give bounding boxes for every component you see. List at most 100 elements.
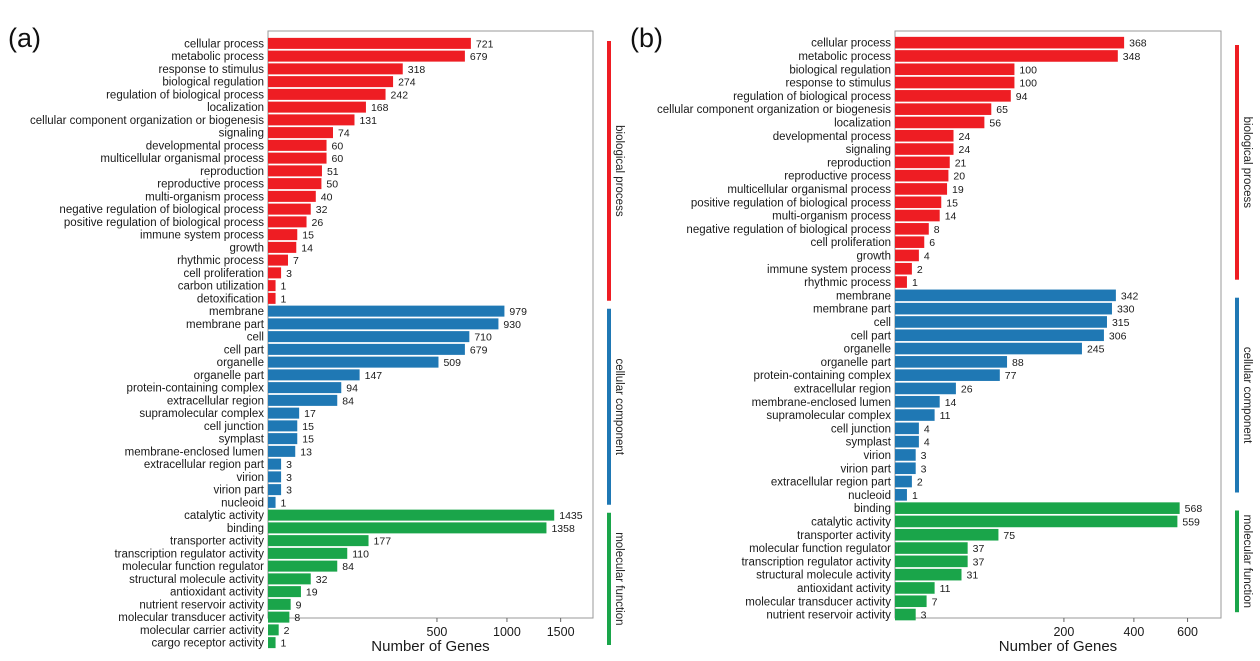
category-label: cellular component organization or bioge… (30, 115, 264, 127)
category-label: reproductive process (157, 179, 264, 191)
bar (895, 156, 950, 169)
x-tick-label: 1500 (547, 625, 575, 639)
category-label: protein-containing complex (127, 383, 265, 395)
bar (268, 139, 327, 151)
value-label: 4 (924, 437, 930, 449)
value-label: 274 (398, 77, 416, 89)
value-label: 88 (1012, 357, 1024, 369)
group-label: biological process (1241, 117, 1253, 209)
value-label: 348 (1123, 51, 1141, 63)
bar (895, 63, 1015, 76)
bar (895, 302, 1112, 315)
value-label: 1358 (551, 523, 575, 535)
bar (268, 165, 322, 177)
value-label: 318 (408, 64, 426, 76)
category-label: metabolic process (798, 51, 891, 63)
x-tick-label: 400 (1123, 625, 1144, 639)
value-label: 21 (955, 157, 967, 169)
panel-label: (a) (8, 23, 41, 53)
value-label: 8 (934, 224, 940, 236)
value-label: 8 (294, 612, 300, 624)
value-label: 1435 (559, 510, 583, 522)
bar (895, 276, 907, 288)
group-label: molecular function (1241, 515, 1253, 608)
bar (895, 542, 968, 554)
group-label: molecular function (613, 532, 625, 625)
bar (268, 241, 297, 253)
value-label: 60 (332, 153, 344, 165)
x-axis-title: Number of Genes (999, 638, 1117, 655)
bar (268, 203, 311, 215)
value-label: 24 (959, 131, 971, 143)
category-label: transporter activity (797, 530, 891, 542)
category-label: organelle (844, 344, 891, 356)
value-label: 110 (352, 548, 369, 560)
x-tick-label: 600 (1177, 625, 1198, 639)
value-label: 559 (1182, 516, 1200, 528)
bar (268, 305, 505, 317)
value-label: 330 (1117, 304, 1135, 316)
category-label: negative regulation of biological proces… (59, 204, 264, 216)
bar (268, 37, 471, 49)
group-label: cellular component (1241, 347, 1253, 444)
bar (895, 209, 940, 222)
value-label: 14 (301, 242, 313, 254)
bar (268, 586, 301, 598)
series-cellular-component: membrane 979 membrane part 930 cell 710 cell p… (125, 305, 625, 509)
value-label: 100 (1019, 64, 1037, 76)
bar (268, 535, 369, 547)
category-label: reproductive process (784, 171, 891, 183)
category-label: catalytic activity (811, 516, 891, 528)
value-label: 3 (921, 450, 927, 462)
bar (268, 229, 298, 241)
bar (895, 143, 954, 155)
value-label: 94 (346, 383, 358, 395)
category-label: immune system process (767, 264, 891, 276)
bar (895, 116, 985, 129)
bar (268, 573, 311, 585)
value-label: 20 (953, 171, 965, 183)
value-label: 721 (476, 38, 494, 50)
category-label: transcription regulator activity (741, 556, 891, 568)
category-label: extracellular region (794, 383, 891, 395)
bar (268, 190, 316, 202)
bar (895, 382, 956, 395)
value-label: 2 (917, 477, 923, 489)
category-label: transcription regulator activity (114, 548, 264, 560)
x-tick-label: 200 (1053, 625, 1074, 639)
x-tick-label: 500 (427, 625, 448, 639)
value-label: 368 (1129, 38, 1147, 50)
bar (895, 50, 1118, 62)
category-label: extracellular region part (771, 477, 892, 489)
value-label: 11 (940, 410, 951, 422)
category-label: protein-containing complex (754, 370, 892, 382)
value-label: 4 (924, 250, 930, 262)
value-label: 7 (932, 596, 938, 608)
category-label: membrane part (813, 304, 892, 316)
category-label: rhythmic process (177, 255, 264, 267)
category-label: rhythmic process (804, 277, 891, 289)
category-label: symplast (219, 434, 265, 446)
bar (268, 292, 276, 304)
value-label: 4 (924, 423, 930, 435)
bar (895, 236, 925, 248)
value-label: 65 (996, 104, 1008, 116)
category-label: supramolecular complex (766, 410, 891, 422)
series-molecular-function: binding 568 catalytic activity 559 transport… (741, 502, 1253, 622)
bar (268, 445, 296, 457)
bar (268, 484, 282, 496)
value-label: 13 (300, 446, 312, 458)
value-label: 306 (1109, 330, 1127, 342)
bar (268, 522, 547, 534)
bar (895, 369, 1000, 381)
value-label: 37 (973, 543, 985, 555)
group-strip (1235, 45, 1239, 280)
bar (268, 433, 298, 445)
bar (268, 127, 333, 139)
value-label: 147 (365, 370, 383, 382)
value-label: 509 (443, 357, 461, 369)
category-label: metabolic process (171, 51, 264, 63)
bar (895, 528, 999, 541)
bar (268, 280, 276, 292)
